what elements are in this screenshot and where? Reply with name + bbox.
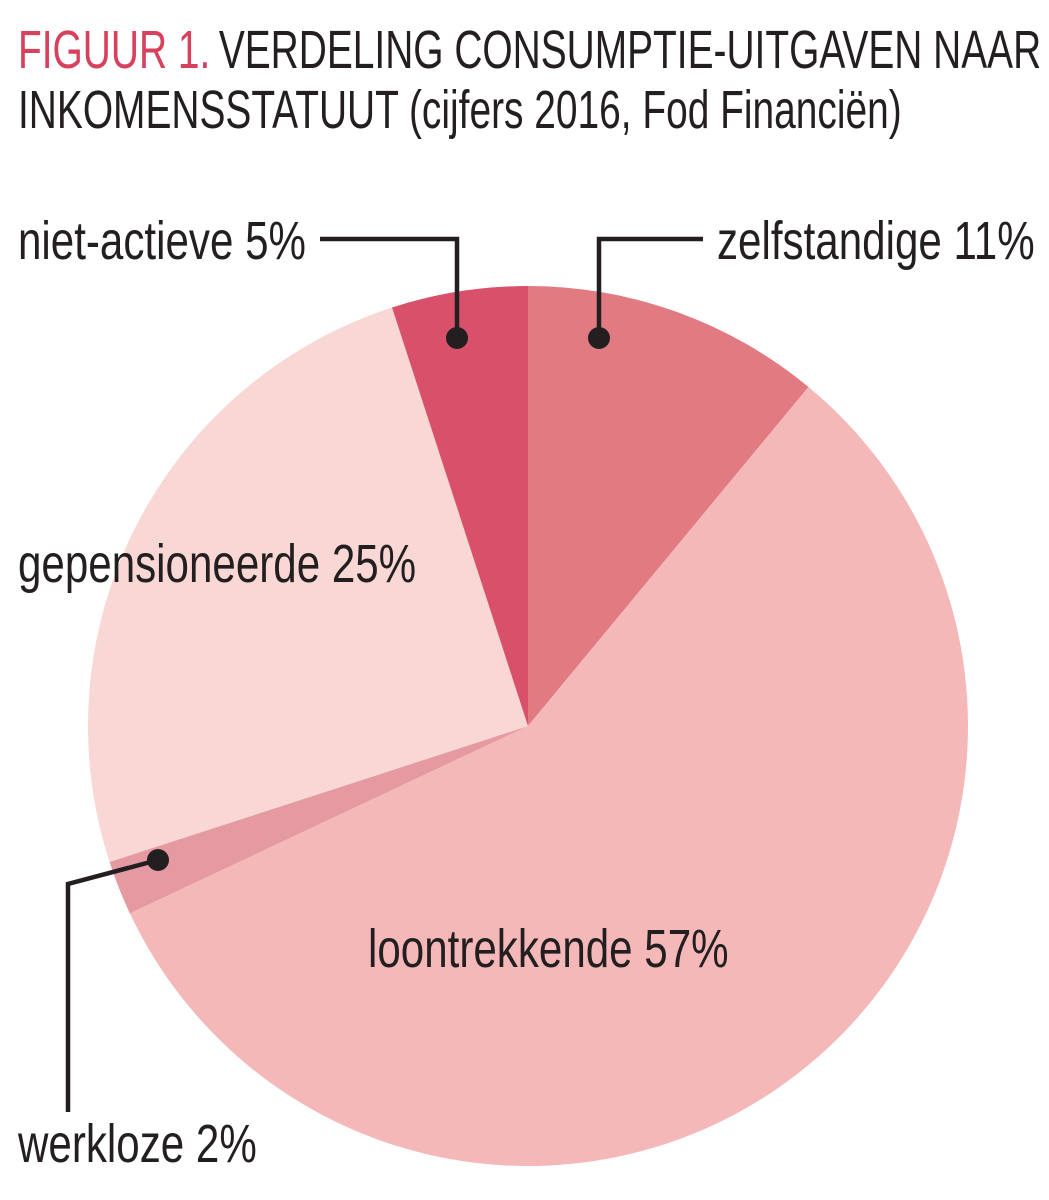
slice-label-zelfstandige: zelfstandige 11% bbox=[717, 211, 1035, 271]
pie-slice-niet-actieve bbox=[392, 286, 528, 726]
pie-slice-zelfstandige bbox=[528, 285, 809, 726]
leader-dot-zelfstandige bbox=[588, 327, 610, 349]
leader-line-niet-actieve bbox=[320, 236, 460, 338]
leader-lines bbox=[65, 236, 703, 1112]
figure-number: FIGUUR 1. bbox=[18, 20, 211, 80]
leader-dot-niet-actieve bbox=[446, 327, 468, 349]
leader-line-zelfstandige bbox=[596, 236, 703, 338]
pie-slice-loontrekkende bbox=[129, 386, 969, 1166]
slice-label-gepensioneerde: gepensioneerde 25% bbox=[18, 534, 417, 594]
pie-slice-werkloze bbox=[109, 726, 528, 914]
pie-slice-gepensioneerde bbox=[88, 307, 528, 862]
figure-title-line2: INKOMENSSTATUUT (cijfers 2016, Fod Finan… bbox=[18, 80, 902, 140]
slice-label-niet-actieve: niet-actieve 5% bbox=[18, 211, 306, 271]
pie-slices bbox=[88, 285, 969, 1166]
figure-title-text-line1: VERDELING CONSUMPTIE-UITGAVEN NAAR bbox=[218, 20, 1042, 80]
slice-label-loontrekkende: loontrekkende 57% bbox=[368, 919, 729, 979]
figure-title: FIGUUR 1. VERDELING CONSUMPTIE-UITGAVEN N… bbox=[18, 20, 1041, 140]
leader-dot-werkloze bbox=[147, 849, 169, 871]
leader-line-werkloze bbox=[65, 857, 159, 1112]
figure-title-line1: FIGUUR 1. VERDELING CONSUMPTIE-UITGAVEN N… bbox=[18, 20, 1041, 80]
slice-label-werkloze: werkloze 2% bbox=[18, 1114, 257, 1174]
